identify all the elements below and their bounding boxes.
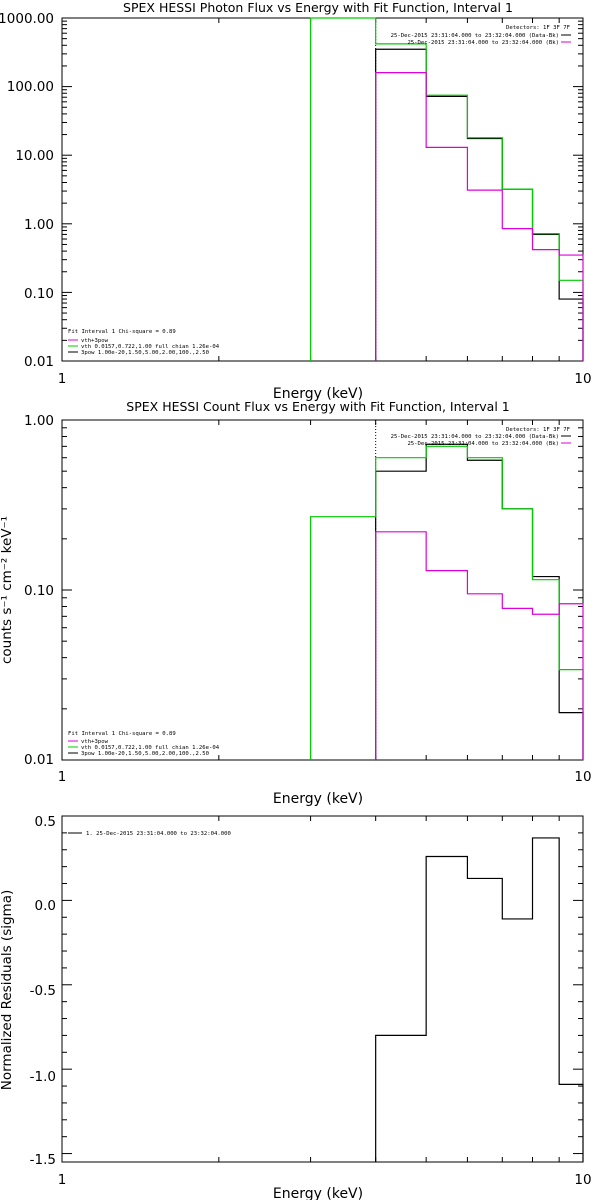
photon-series-group [309,17,584,361]
x-tick-label: 10 [574,371,591,387]
fit-legend-entry: vth 0.0157,0.722,1.00 full chian 1.26e-0… [81,745,220,751]
series-line-green [309,17,584,361]
count-y-axis-label: counts s⁻¹ cm⁻² keV⁻¹ [0,516,15,664]
residuals-plot-frame [61,815,584,1163]
count-flux-panel: SPEX HESSI Count Flux vs Energy with Fit… [0,399,592,807]
series-line-black [375,48,584,361]
photon-y-tick-labels: 1000.00 100.00 10.00 1.00 0.10 0.01 [0,11,54,370]
residuals-panel: 0.5 0.0 -0.5 -1.0 -1.5 Normalized Residu… [0,814,592,1200]
legend-entry-data: 25-Dec-2015 23:31:04.000 to 23:32:04.000… [391,33,559,39]
series-line-magenta [375,72,584,361]
photon-flux-panel: SPEX HESSI Photon Flux vs Energy with Fi… [0,0,592,402]
y-tick-label: 0.5 [35,814,56,830]
residuals-legend: 1. 25-Dec-2015 23:31:04.000 to 23:32:04.… [68,831,231,837]
legend-entry-bk: 25-Dec-2015 23:31:04.000 to 23:32:04.000… [407,40,559,46]
y-tick-label: 0.0 [35,898,56,914]
detectors-label: Detectors: 1F 3F 7F [506,427,571,433]
series-line-green [309,445,584,760]
y-tick-label: 0.01 [24,752,54,768]
count-panel-title: SPEX HESSI Count Flux vs Energy with Fit… [126,399,509,414]
y-tick-label: -0.5 [30,983,56,999]
fit-legend-header: Fit Interval 1 Chi-square = 0.89 [68,329,176,335]
residuals-axis-ticks [61,815,584,1162]
series-line-black [375,443,584,760]
y-tick-label: 1.00 [24,413,54,429]
fit-legend-entry: 3pow 1.00e-20,1.50,5.00,2.00,100.,2.50 [81,751,209,757]
y-tick-label: 0.10 [24,583,54,599]
legend-entry-bk: 25-Dec-2015 23:31:04.000 to 23:32:04.000… [407,441,559,447]
photon-legend: Detectors: 1F 3F 7F 25-Dec-2015 23:31:04… [391,25,571,46]
photon-fit-legend: Fit Interval 1 Chi-square = 0.89 vth+3po… [68,329,220,356]
count-x-axis-label: Energy (keV) [273,791,363,807]
residuals-y-axis-label: Normalized Residuals (sigma) [0,890,15,1091]
legend-entry-data: 25-Dec-2015 23:31:04.000 to 23:32:04.000… [391,434,559,440]
count-fit-legend: Fit Interval 1 Chi-square = 0.89 vth+3po… [68,731,220,757]
series-line-black [375,837,584,1162]
count-axis-ticks [61,419,584,761]
y-tick-label: 10.00 [15,148,54,164]
x-tick-label: 1 [58,1172,67,1188]
y-tick-label: 0.01 [24,354,54,370]
residuals-x-axis-label: Energy (keV) [273,1186,363,1200]
fit-legend-entry: vth 0.0157,0.722,1.00 full chian 1.26e-0… [81,344,220,350]
legend-entry-residual: 1. 25-Dec-2015 23:31:04.000 to 23:32:04.… [86,831,231,837]
x-tick-label: 10 [574,1172,591,1188]
y-tick-label: 1.00 [24,217,54,233]
fit-legend-entry: vth+3pow [81,338,109,344]
series-line-magenta [375,531,584,760]
photon-panel-title: SPEX HESSI Photon Flux vs Energy with Fi… [123,0,513,15]
count-legend: Detectors: 1F 3F 7F 25-Dec-2015 23:31:04… [391,427,571,447]
detectors-label: Detectors: 1F 3F 7F [506,25,571,31]
residuals-series-group [375,837,584,1162]
x-tick-label: 1 [58,371,67,387]
fit-legend-entry: 3pow 1.00e-20,1.50,5.00,2.00,100.,2.50 [81,350,209,356]
x-tick-label: 1 [58,769,67,785]
fit-legend-entry: vth+3pow [81,739,109,745]
count-series-group [309,420,584,760]
photon-axis-ticks [61,17,584,362]
count-y-tick-labels: 1.00 0.10 0.01 [24,413,54,768]
fit-legend-header: Fit Interval 1 Chi-square = 0.89 [68,731,176,737]
y-tick-label: 0.10 [24,286,54,302]
y-tick-label: -1.0 [30,1069,56,1085]
photon-x-axis-label: Energy (keV) [273,386,363,402]
y-tick-label: 1000.00 [0,11,54,27]
residuals-y-tick-labels: 0.5 0.0 -0.5 -1.0 -1.5 [30,814,56,1168]
y-tick-label: 100.00 [7,79,54,95]
y-tick-label: -1.5 [30,1152,56,1168]
count-plot-frame [61,419,584,761]
x-tick-label: 10 [574,769,591,785]
